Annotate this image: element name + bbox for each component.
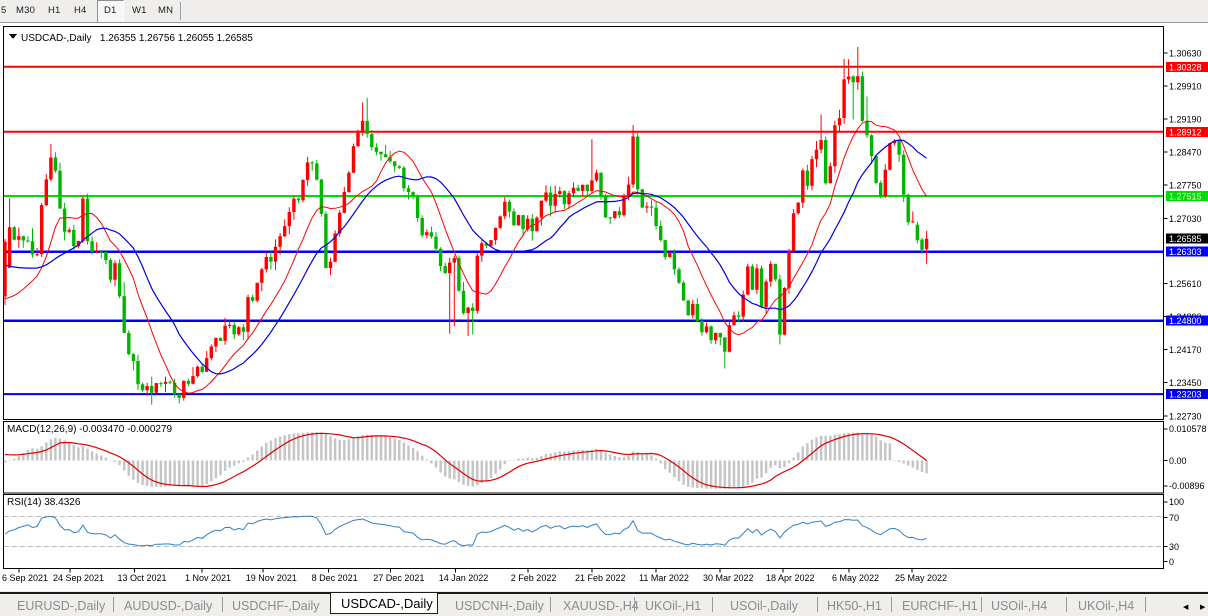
svg-text:24 Sep 2021: 24 Sep 2021 <box>53 573 104 583</box>
svg-text:2 Feb 2022: 2 Feb 2022 <box>511 573 557 583</box>
svg-text:21 Feb 2022: 21 Feb 2022 <box>575 573 626 583</box>
svg-text:19 Nov 2021: 19 Nov 2021 <box>246 573 297 583</box>
svg-text:0.00: 0.00 <box>1169 456 1187 466</box>
svg-text:1.29910: 1.29910 <box>1169 82 1202 92</box>
svg-text:1.30630: 1.30630 <box>1169 48 1202 58</box>
svg-text:6 Sep 2021: 6 Sep 2021 <box>2 573 48 583</box>
svg-text:30: 30 <box>1169 542 1179 552</box>
svg-text:11 Mar 2022: 11 Mar 2022 <box>639 573 689 583</box>
svg-text:14 Jan 2022: 14 Jan 2022 <box>439 573 489 583</box>
svg-text:6 May 2022: 6 May 2022 <box>832 573 879 583</box>
svg-text:30 Mar 2022: 30 Mar 2022 <box>703 573 754 583</box>
svg-text:100: 100 <box>1169 497 1184 507</box>
svg-text:13 Oct 2021: 13 Oct 2021 <box>118 573 167 583</box>
svg-text:1.22730: 1.22730 <box>1169 411 1202 421</box>
svg-text:1 Nov 2021: 1 Nov 2021 <box>185 573 231 583</box>
svg-text:RSI(14) 38.4326: RSI(14) 38.4326 <box>7 497 81 508</box>
svg-text:1.27030: 1.27030 <box>1169 214 1202 224</box>
svg-text:0.010578: 0.010578 <box>1169 424 1207 434</box>
svg-text:1.26303: 1.26303 <box>1169 247 1202 257</box>
svg-text:1.24170: 1.24170 <box>1169 345 1202 355</box>
svg-text:25 May 2022: 25 May 2022 <box>895 573 947 583</box>
svg-text:1.27750: 1.27750 <box>1169 181 1202 191</box>
svg-text:1.24800: 1.24800 <box>1169 316 1202 326</box>
svg-text:1.23203: 1.23203 <box>1169 390 1202 400</box>
svg-text:1.29190: 1.29190 <box>1169 115 1202 125</box>
svg-text:1.23450: 1.23450 <box>1169 378 1202 388</box>
svg-text:1.30328: 1.30328 <box>1169 62 1202 72</box>
svg-text:-0.00896: -0.00896 <box>1169 481 1205 491</box>
svg-text:1.28912: 1.28912 <box>1169 127 1202 137</box>
svg-text:27 Dec 2021: 27 Dec 2021 <box>373 573 424 583</box>
svg-text:70: 70 <box>1169 513 1179 523</box>
svg-text:1.25610: 1.25610 <box>1169 279 1202 289</box>
svg-text:1.27515: 1.27515 <box>1169 192 1202 202</box>
svg-text:1.28470: 1.28470 <box>1169 148 1202 158</box>
svg-text:USDCAD-,Daily 1.26355 1.2675: USDCAD-,Daily 1.26355 1.26756 1.26055 1.… <box>21 33 253 44</box>
svg-text:MACD(12,26,9) -0.003470 -0.000: MACD(12,26,9) -0.003470 -0.000279 <box>7 424 173 435</box>
svg-text:8 Dec 2021: 8 Dec 2021 <box>312 573 358 583</box>
svg-text:18 Apr 2022: 18 Apr 2022 <box>766 573 815 583</box>
svg-text:1.26585: 1.26585 <box>1169 234 1202 244</box>
svg-text:0: 0 <box>1169 557 1174 567</box>
